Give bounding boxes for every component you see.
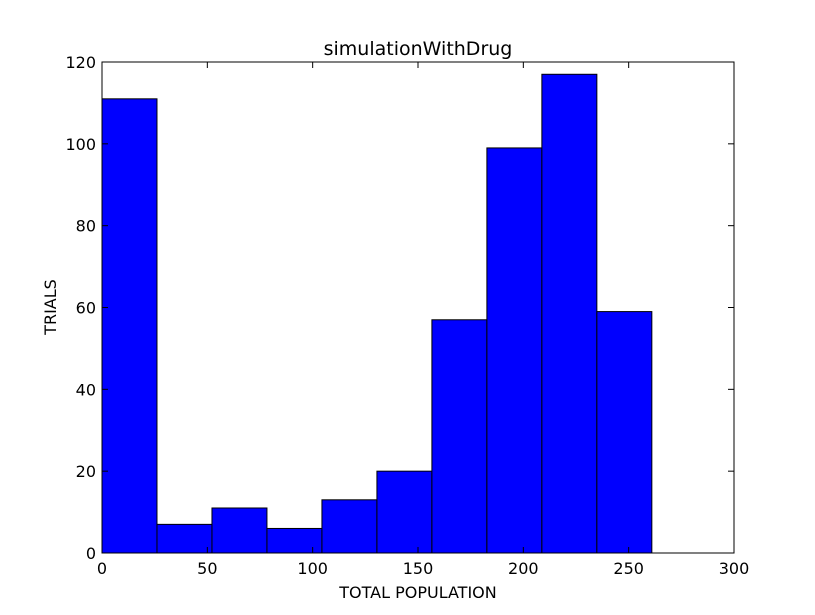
y-tick-label: 120 xyxy=(65,53,96,72)
y-tick-label: 80 xyxy=(76,217,96,236)
x-tick-label: 150 xyxy=(403,559,434,578)
ticks-group: 0 50 100 150 200 250 300 0 20 40 60 80 100 120 xyxy=(65,53,749,578)
histogram-bar xyxy=(376,470,433,554)
x-tick-label: 0 xyxy=(97,559,107,578)
y-tick-label: 20 xyxy=(76,462,96,481)
histogram-bar xyxy=(211,507,268,554)
histogram-bar xyxy=(596,311,653,554)
histogram-bar xyxy=(431,319,488,554)
x-tick-label: 300 xyxy=(719,559,750,578)
x-tick-label: 200 xyxy=(508,559,539,578)
y-tick-label: 60 xyxy=(76,299,96,318)
histogram-bar xyxy=(486,147,543,554)
histogram-bar xyxy=(156,523,213,554)
x-tick-label: 50 xyxy=(197,559,217,578)
x-tick-label: 250 xyxy=(613,559,644,578)
histogram-bar xyxy=(101,98,158,554)
y-tick-label: 40 xyxy=(76,380,96,399)
histogram-bar xyxy=(321,499,378,554)
histogram-bar xyxy=(541,73,598,554)
chart-title: simulationWithDrug xyxy=(324,38,513,60)
plot-area-frame xyxy=(101,61,735,554)
x-tick-label: 100 xyxy=(297,559,328,578)
y-axis-label: TRIALS xyxy=(41,279,60,336)
y-tick-label: 0 xyxy=(86,544,96,563)
y-tick-label: 100 xyxy=(65,135,96,154)
histogram-bar xyxy=(266,527,323,554)
x-axis-label: TOTAL POPULATION xyxy=(338,583,496,602)
bars-group xyxy=(101,73,653,554)
